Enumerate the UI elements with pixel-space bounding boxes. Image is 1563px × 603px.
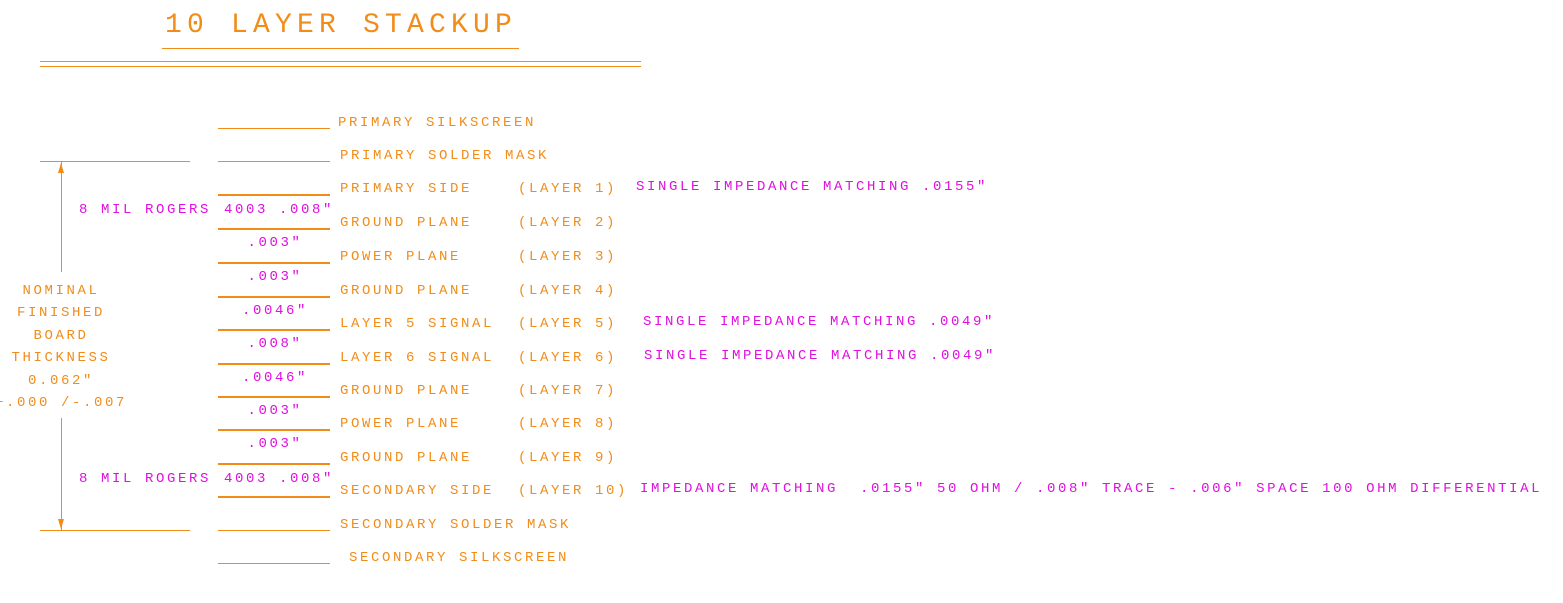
layer-number: (LAYER 3) — [518, 249, 618, 265]
layer-line — [218, 262, 330, 264]
layer-line — [218, 563, 330, 564]
board-thickness-line: THICKNESS — [11, 350, 111, 366]
layer-label: SECONDARY SILKSCREEN — [349, 550, 570, 566]
impedance-note: SINGLE IMPEDANCE MATCHING .0155" — [636, 179, 989, 195]
layer-label: GROUND PLANE — [340, 215, 473, 231]
layer-line — [218, 429, 330, 431]
dielectric-thickness: 4003 .008" — [224, 202, 335, 218]
dielectric-material: 8 MIL ROGERS — [79, 470, 212, 487]
layer-number: (LAYER 7) — [518, 383, 618, 399]
dielectric-thickness: .0046" — [241, 369, 309, 386]
layer-line — [218, 363, 330, 365]
dimension-line-lower — [61, 418, 62, 530]
title-rule-top — [40, 61, 641, 62]
impedance-note: SINGLE IMPEDANCE MATCHING .0049" — [643, 314, 996, 330]
dielectric-thickness: .003" — [247, 402, 303, 419]
layer-line — [218, 463, 330, 465]
dielectric-thickness: .003" — [247, 269, 303, 285]
layer-line — [218, 296, 330, 298]
layer-number: (LAYER 10) — [518, 483, 629, 499]
title-rule-bottom — [40, 66, 641, 67]
dielectric-thickness: 4003 .008" — [224, 470, 335, 487]
layer-label: POWER PLANE — [340, 416, 462, 432]
layer-line — [218, 161, 330, 162]
dimension-bottom-extension — [40, 530, 190, 531]
dielectric-thickness: .003" — [247, 436, 303, 452]
board-thickness-line: FINISHED — [16, 305, 106, 321]
dielectric-thickness: .0046" — [241, 302, 309, 319]
board-thickness-line: +.000 /-.007 — [0, 395, 128, 411]
layer-number: (LAYER 2) — [518, 215, 618, 231]
layer-label: PRIMARY SIDE — [340, 181, 473, 197]
dimension-line-upper — [61, 162, 62, 272]
layer-number: (LAYER 8) — [518, 416, 618, 432]
layer-number: (LAYER 1) — [518, 181, 618, 197]
arrow-up-icon — [58, 163, 64, 173]
layer-line — [218, 396, 330, 398]
layer-label: LAYER 6 SIGNAL — [340, 350, 495, 366]
dimension-top-extension — [40, 161, 190, 162]
layer-line — [218, 228, 330, 230]
layer-label: LAYER 5 SIGNAL — [340, 316, 495, 332]
board-thickness-line: BOARD — [33, 328, 89, 344]
layer-label: GROUND PLANE — [340, 450, 473, 466]
layer-line — [218, 496, 330, 498]
layer-label: SECONDARY SIDE — [340, 483, 495, 499]
dielectric-material: 8 MIL ROGERS — [79, 202, 212, 218]
layer-line — [218, 194, 330, 196]
impedance-note: SINGLE IMPEDANCE MATCHING .0049" — [644, 348, 997, 364]
layer-number: (LAYER 5) — [518, 316, 618, 332]
layer-number: (LAYER 9) — [518, 450, 618, 466]
layer-label: GROUND PLANE — [340, 383, 473, 399]
board-thickness-line: 0.062" — [27, 373, 95, 389]
title-underline — [162, 48, 519, 49]
layer-line — [218, 530, 330, 531]
layer-line — [218, 329, 330, 331]
layer-label: SECONDARY SOLDER MASK — [340, 517, 572, 533]
layer-label: PRIMARY SILKSCREEN — [338, 115, 537, 131]
layer-label: GROUND PLANE — [340, 283, 473, 299]
impedance-note: IMPEDANCE MATCHING .0155" 50 OHM / .008"… — [640, 481, 1543, 497]
layer-number: (LAYER 6) — [518, 350, 618, 366]
layer-label: POWER PLANE — [340, 249, 462, 265]
dielectric-thickness: .008" — [247, 336, 303, 352]
board-thickness-line: NOMINAL — [22, 283, 100, 299]
layer-number: (LAYER 4) — [518, 283, 618, 299]
layer-line — [218, 128, 330, 129]
arrow-down-icon — [58, 519, 64, 529]
drawing-title: 10 LAYER STACKUP — [165, 10, 518, 41]
layer-label: PRIMARY SOLDER MASK — [340, 148, 550, 164]
dielectric-thickness: .003" — [247, 235, 303, 251]
